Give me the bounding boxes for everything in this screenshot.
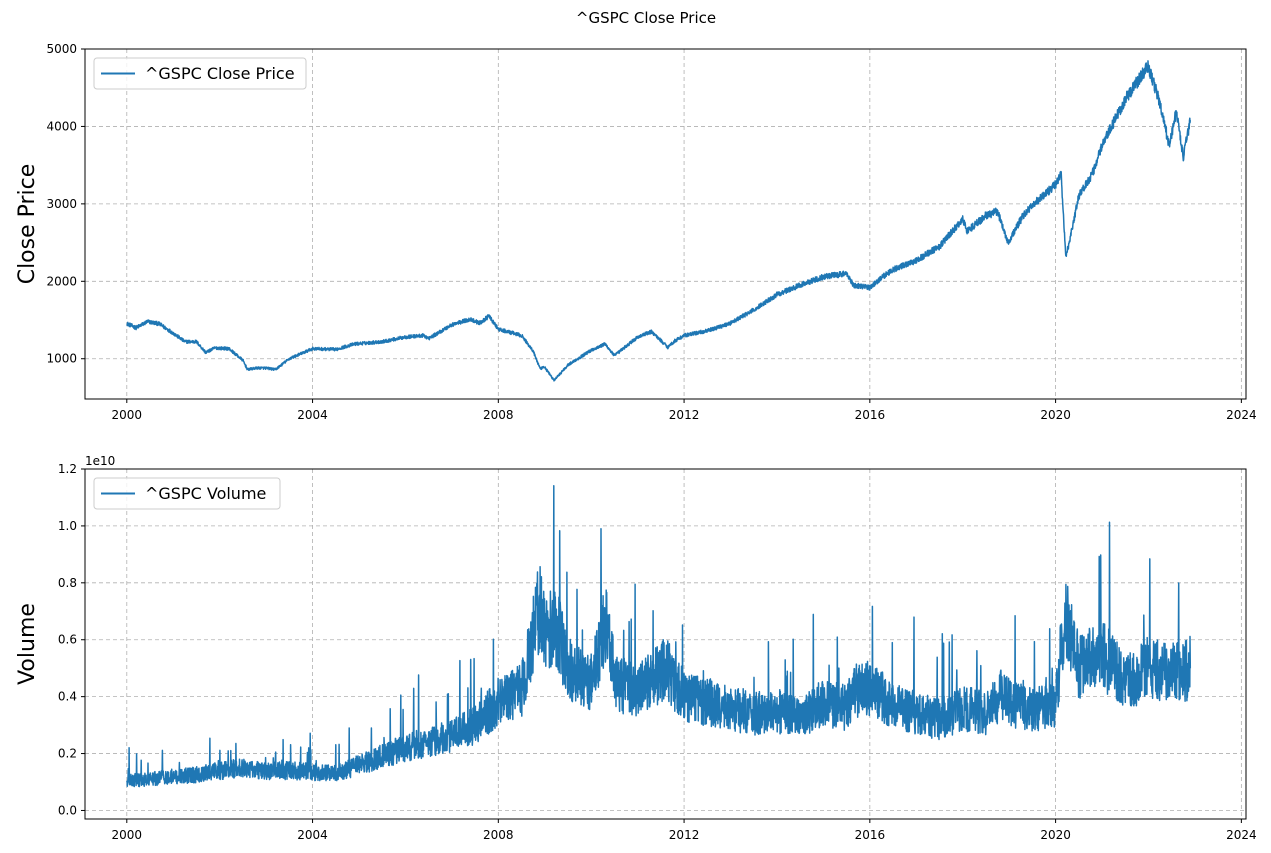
x-tick-label: 2024 [1226, 408, 1257, 422]
x-tick-label: 2016 [855, 828, 886, 842]
y-tick-label: 2000 [46, 274, 77, 288]
volume-offset-label: 1e10 [85, 454, 115, 468]
close-price-legend-box [93, 57, 307, 90]
y-tick-label: 0.8 [58, 576, 77, 590]
volume-y-ticks: 0.0 0.2 0.4 0.6 0.8 1.0 1.2 [58, 462, 85, 817]
y-tick-label: 0.0 [58, 803, 77, 817]
x-tick-label: 2008 [483, 828, 514, 842]
x-tick-label: 2012 [669, 408, 700, 422]
close-price-y-axis-label: Close Price [15, 164, 40, 285]
x-tick-label: 2020 [1040, 828, 1071, 842]
close-price-legend-label: ^GSPC Close Price [145, 64, 295, 83]
x-tick-label: 2000 [112, 408, 143, 422]
volume-line [126, 484, 1192, 788]
figure-title: ^GSPC Close Price [576, 9, 716, 27]
x-tick-label: 2004 [297, 408, 328, 422]
x-tick-label: 2020 [1040, 408, 1071, 422]
close-price-y-ticks: 1000 2000 3000 4000 5000 [46, 42, 85, 366]
y-tick-label: 0.4 [58, 690, 77, 704]
x-tick-label: 2012 [669, 828, 700, 842]
volume-plot-frame [84, 468, 1247, 820]
close-price-x-ticks: 2000 2004 2008 2012 2016 2020 2024 [112, 399, 1257, 422]
y-tick-label: 0.2 [58, 747, 77, 761]
volume-panel: 2000 2004 2008 2012 2016 2020 2024 0.00.20.40.… [15, 454, 1257, 842]
close-price-gridlines [85, 48, 1246, 399]
y-tick-label: 0.6 [58, 633, 77, 647]
volume-legend-box [93, 477, 281, 510]
volume-y-axis-label: Volume [15, 603, 40, 685]
y-tick-label: 1.0 [58, 519, 77, 533]
x-tick-label: 2008 [483, 408, 514, 422]
y-tick-label: 5000 [46, 42, 77, 56]
close-price-panel: 2000 2004 2008 2012 2016 2020 2024 1000 2000 300… [15, 42, 1257, 422]
volume-legend: ^GSPC Volume [93, 477, 281, 510]
y-tick-label: 1000 [46, 352, 77, 366]
x-tick-label: 2024 [1226, 828, 1257, 842]
volume-legend-label: ^GSPC Volume [145, 484, 266, 503]
volume-x-ticks: 2000 2004 2008 2012 2016 2020 2024 [112, 819, 1257, 842]
y-tick-label: 3000 [46, 197, 77, 211]
x-tick-label: 2016 [855, 408, 886, 422]
close-price-legend: ^GSPC Close Price [93, 57, 307, 90]
x-tick-label: 2000 [112, 828, 143, 842]
close-price-line [126, 60, 1192, 382]
y-tick-label: 4000 [46, 119, 77, 133]
x-tick-label: 2004 [297, 828, 328, 842]
y-tick-label: 1.2 [58, 462, 77, 476]
close-price-plot-frame [84, 48, 1247, 400]
